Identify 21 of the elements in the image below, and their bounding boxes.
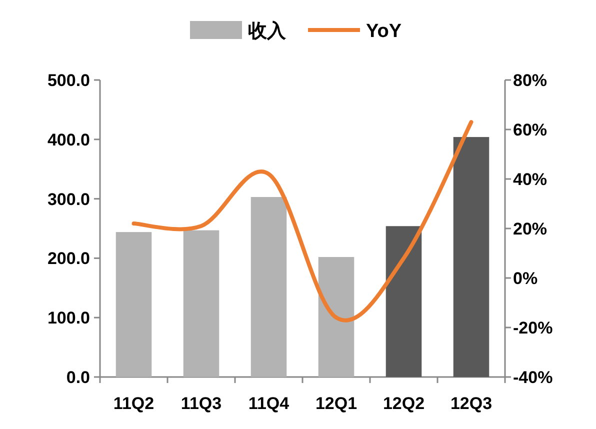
- y-tick-label: 0.0: [66, 368, 90, 387]
- y-tick-label: 200.0: [47, 249, 90, 268]
- x-tick-label: 11Q4: [248, 394, 290, 413]
- y2-tick-label: 40%: [513, 170, 548, 189]
- x-tick-label: 12Q3: [450, 394, 492, 413]
- x-tick-label: 12Q1: [315, 394, 358, 413]
- legend-label: YoY: [366, 21, 402, 42]
- y2-tick-label: -40%: [513, 368, 553, 387]
- x-tick-label: 11Q2: [113, 394, 154, 413]
- x-tick-label: 11Q3: [180, 394, 222, 413]
- y-tick-label: 300.0: [47, 190, 90, 209]
- y-tick-label: 400.0: [47, 130, 90, 150]
- y2-tick-label: -20%: [513, 318, 553, 338]
- legend-label: 收入: [248, 20, 287, 42]
- y2-tick-label: 60%: [513, 120, 548, 140]
- y2-tick-label: 80%: [513, 71, 548, 90]
- y-tick-label: 100.0: [47, 308, 90, 328]
- x-tick-label: 12Q2: [382, 394, 425, 413]
- y2-tick-label: 0%: [513, 269, 538, 288]
- y-tick-label: 500.0: [47, 71, 90, 90]
- y2-tick-label: 20%: [513, 220, 548, 238]
